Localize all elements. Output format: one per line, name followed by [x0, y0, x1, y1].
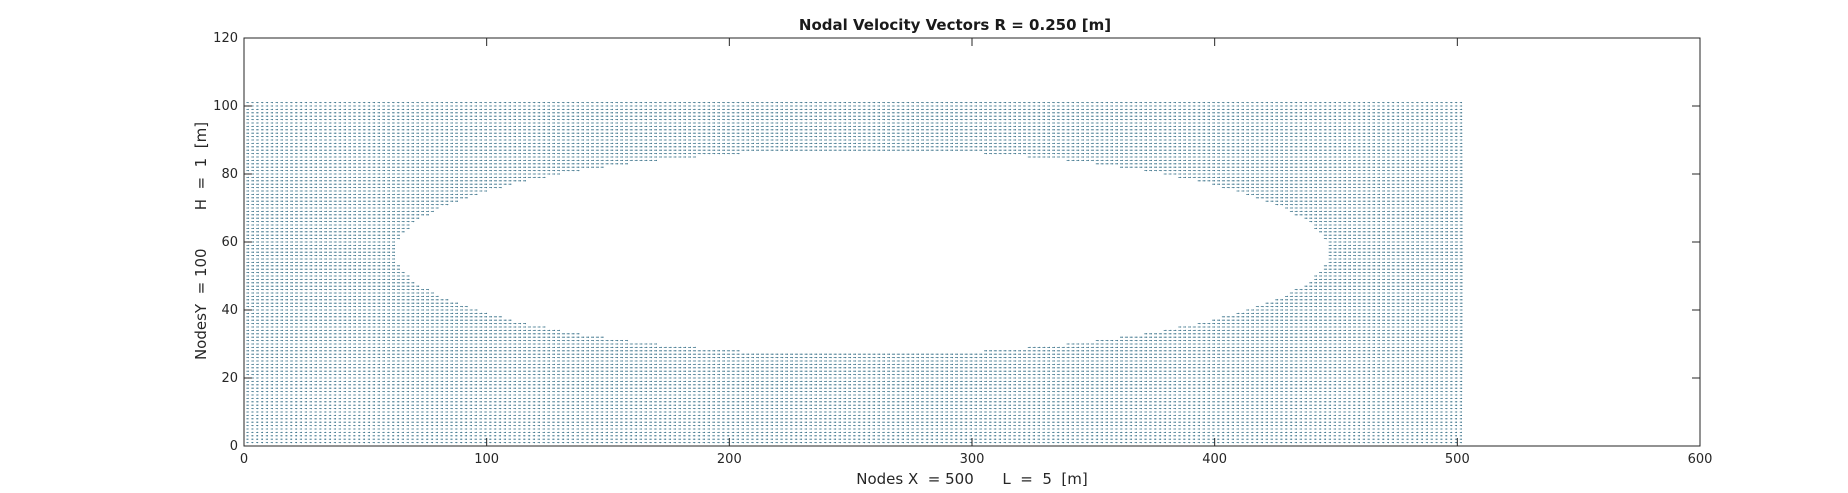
x-tick-label: 600 [1688, 452, 1713, 467]
x-tick-label: 0 [240, 452, 248, 467]
velocity-vector-shafts [246, 102, 1463, 443]
chart-title: Nodal Velocity Vectors R = 0.250 [m] [799, 16, 1111, 34]
x-tick-label: 300 [960, 452, 985, 467]
x-axis-label: Nodes X = 500 L = 5 [m] [856, 470, 1088, 488]
y-tick-label: 100 [213, 99, 238, 114]
y-tick-label: 80 [221, 167, 238, 182]
x-axis-ticks: 0 100 200 300 400 500 600 [240, 38, 1713, 467]
x-tick-label: 500 [1445, 452, 1470, 467]
y-axis-label: NodesY = 100 H = 1 [m] [192, 122, 210, 360]
y-tick-label: 20 [221, 371, 238, 386]
velocity-vector-heads [247, 101, 1463, 444]
x-tick-label: 100 [474, 452, 499, 467]
y-axis-ticks: 0 20 40 60 80 100 120 [213, 31, 1700, 454]
x-tick-label: 400 [1202, 452, 1227, 467]
y-tick-label: 0 [230, 439, 238, 454]
y-tick-label: 40 [221, 303, 238, 318]
y-tick-label: 120 [213, 31, 238, 46]
velocity-vector-field [246, 101, 1463, 444]
y-tick-label: 60 [221, 235, 238, 250]
x-tick-label: 200 [717, 452, 742, 467]
